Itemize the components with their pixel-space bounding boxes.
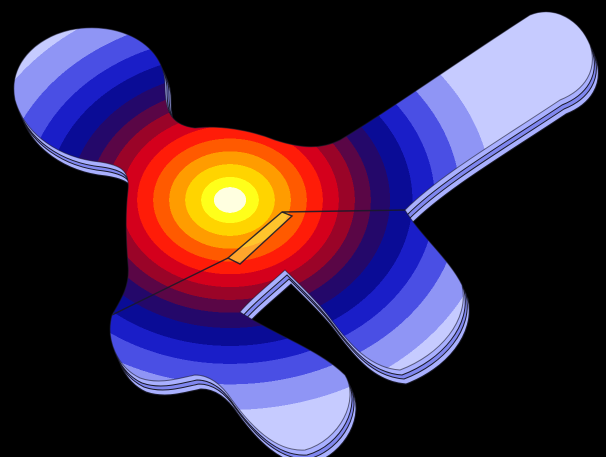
slot-step-face: [226, 211, 294, 265]
part-edge-lines: [13, 11, 593, 451]
edge-line: [281, 209, 406, 213]
edge-line: [111, 257, 229, 316]
edge-line: [13, 11, 593, 451]
